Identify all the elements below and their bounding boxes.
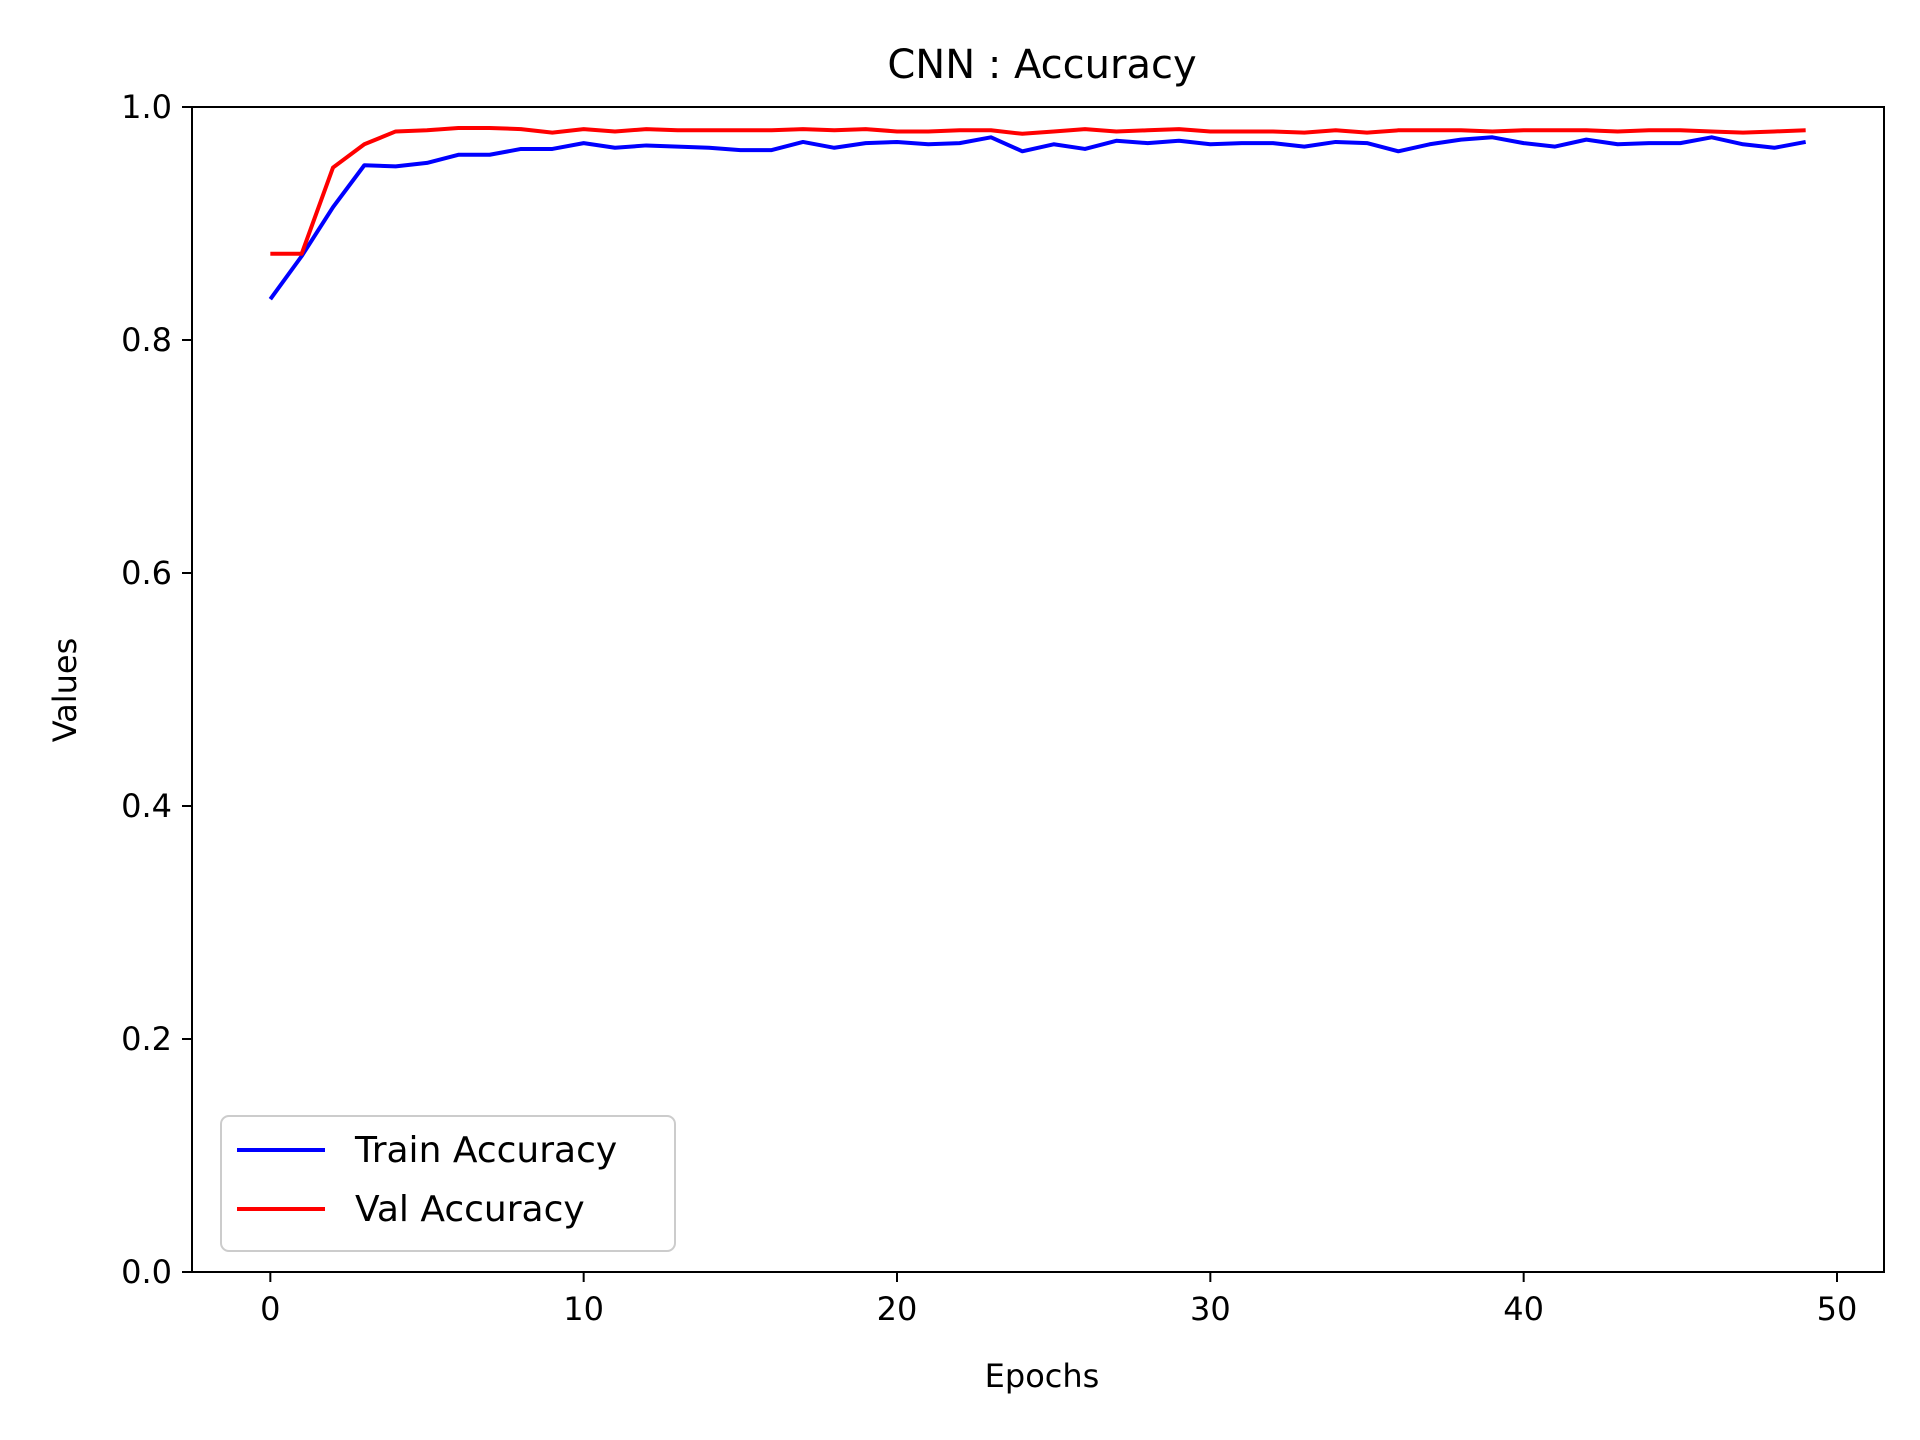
y-tick-label: 1.0 [121,88,172,126]
legend-box [220,1115,676,1252]
y-tick-label: 0.6 [121,554,172,592]
x-tick-label: 40 [1503,1290,1544,1328]
y-tick-label: 0.8 [121,321,172,359]
y-axis-label: Values [46,638,84,743]
y-tick-label: 0.4 [121,787,172,825]
series-line-train-accuracy [268,135,1807,301]
x-axis: 0 10 20 30 40 50 [260,1272,1857,1328]
y-tick-label: 0.2 [121,1020,172,1058]
x-tick-label: 50 [1817,1290,1858,1328]
y-tick-label: 0.0 [121,1253,172,1291]
legend-label-train-accuracy: Train Accuracy [354,1130,617,1171]
y-axis: 0.0 0.2 0.4 0.6 0.8 1.0 [121,88,192,1291]
series-line-val-accuracy [270,125,1806,256]
chart-title: CNN : Accuracy [887,42,1196,88]
x-tick-label: 0 [260,1290,280,1328]
plot-series [268,125,1807,301]
x-tick-label: 20 [877,1290,918,1328]
x-axis-label: Epochs [985,1357,1100,1395]
legend-label-val-accuracy: Val Accuracy [355,1189,585,1230]
x-tick-label: 30 [1190,1290,1231,1328]
plot-frame [191,106,1885,1273]
x-tick-label: 10 [563,1290,604,1328]
legend: Train Accuracy Val Accuracy [220,1115,676,1252]
